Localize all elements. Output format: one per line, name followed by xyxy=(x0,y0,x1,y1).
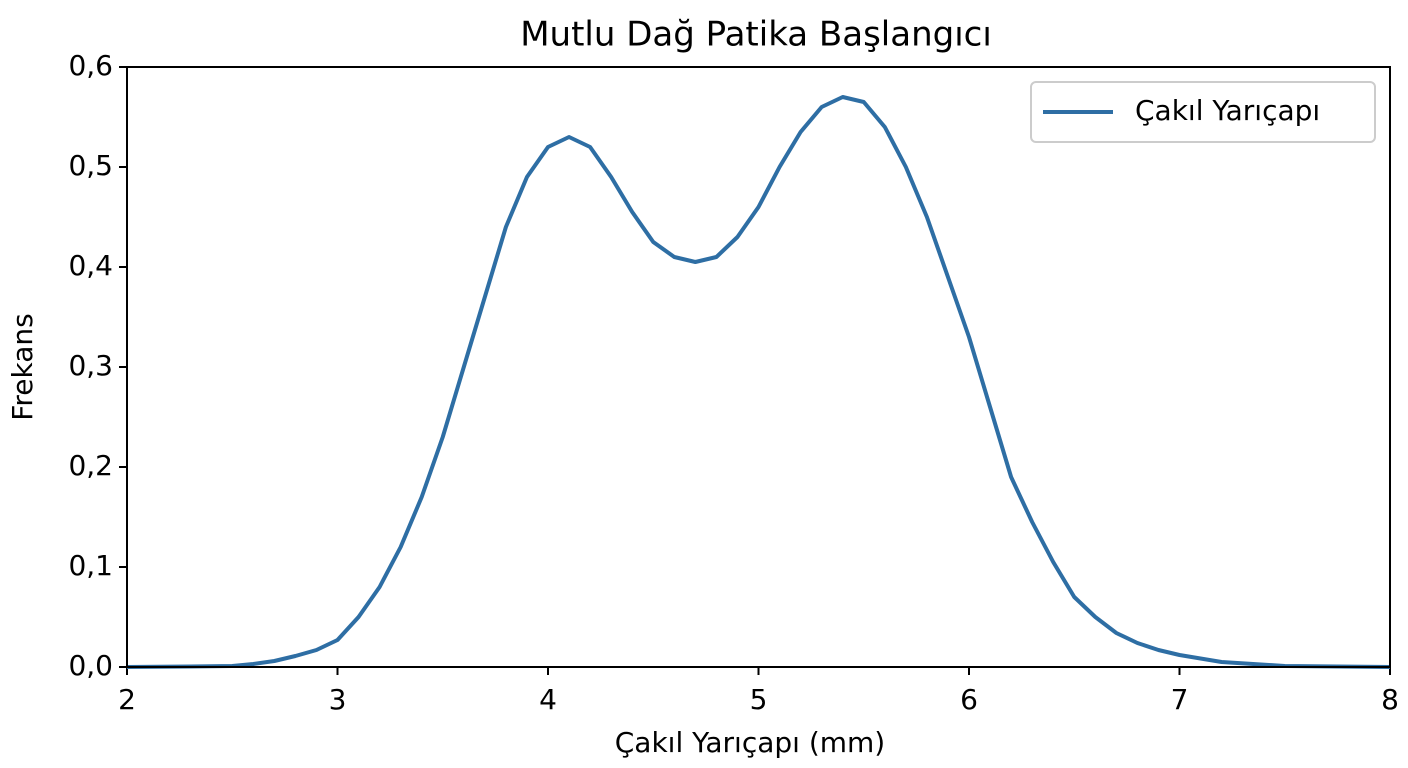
x-tick-label: 8 xyxy=(1381,683,1399,716)
y-tick-label: 0,3 xyxy=(68,349,113,382)
y-tick-label: 0,5 xyxy=(68,149,113,182)
x-axis-label: Çakıl Yarıçapı (mm) xyxy=(615,726,885,759)
x-tick-label: 4 xyxy=(539,683,557,716)
y-tick-label: 0,2 xyxy=(68,449,113,482)
x-tick-label: 6 xyxy=(960,683,978,716)
x-tick-label: 2 xyxy=(118,683,136,716)
plot-frame xyxy=(126,66,1391,668)
x-tick-label: 3 xyxy=(329,683,347,716)
legend-label: Çakıl Yarıçapı xyxy=(1135,94,1320,127)
legend-box xyxy=(1030,81,1376,143)
x-tick-label: 5 xyxy=(750,683,768,716)
chart-title: Mutlu Dağ Patika Başlangıcı xyxy=(520,15,992,55)
y-tick-label: 0,0 xyxy=(68,649,113,682)
line xyxy=(126,95,1391,669)
y-axis-label: Frekans xyxy=(6,313,39,420)
y-tick-label: 0,1 xyxy=(68,549,113,582)
y-tick-label: 0,4 xyxy=(68,249,113,282)
x-tick-label: 7 xyxy=(1171,683,1189,716)
y-tick-label: 0,6 xyxy=(68,49,113,82)
